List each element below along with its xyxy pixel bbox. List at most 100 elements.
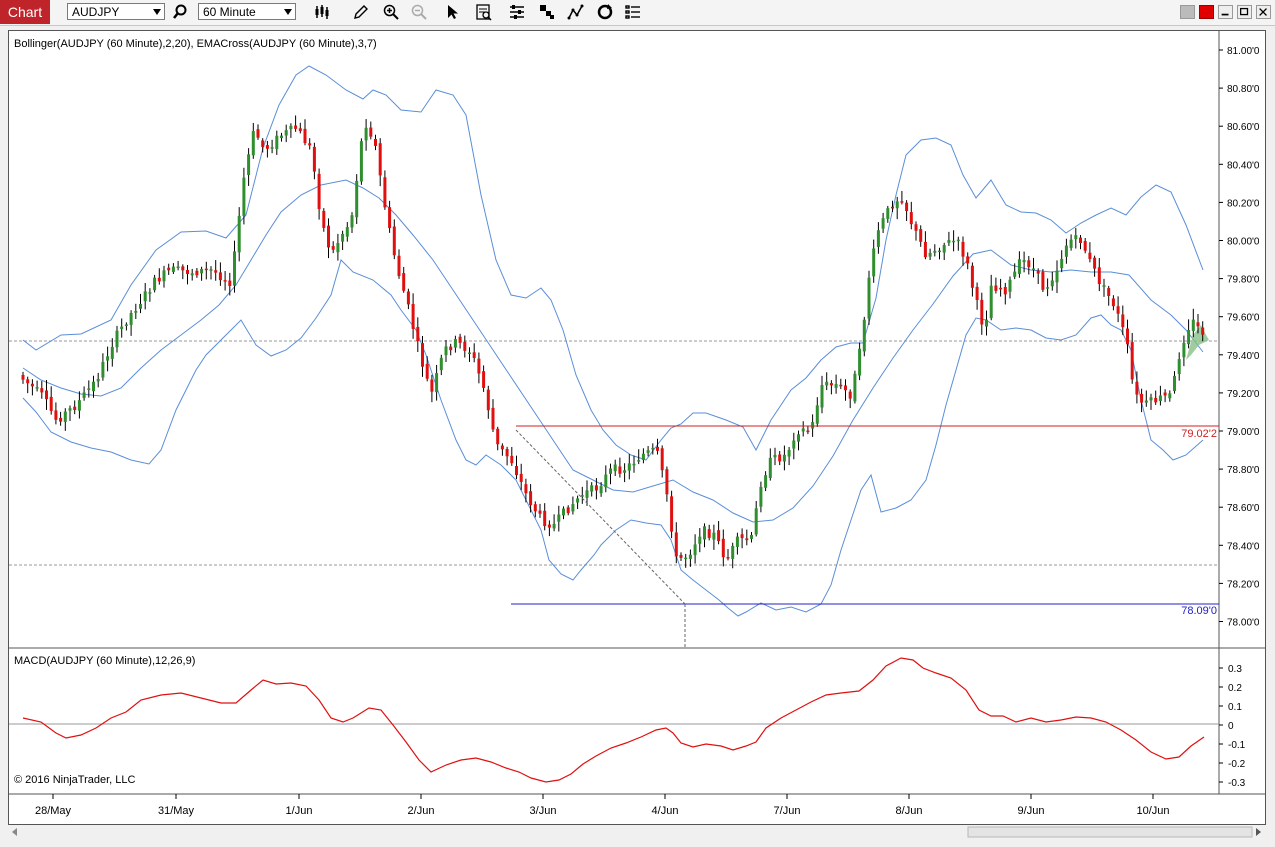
price-tick-label: 78.20'0 <box>1227 579 1260 590</box>
candle-down <box>721 538 725 558</box>
price-tick-label: 79.60'0 <box>1227 313 1260 324</box>
candle-down <box>919 229 923 242</box>
candle-down <box>980 299 984 325</box>
candle-up <box>750 535 753 539</box>
price-tick-label: 79.40'0 <box>1227 351 1260 362</box>
candle-down <box>265 145 269 149</box>
list-icon[interactable] <box>624 3 642 21</box>
candle-down <box>294 125 298 129</box>
price-tick-label: 79.00'0 <box>1227 427 1260 438</box>
properties-icon[interactable] <box>508 3 526 21</box>
price-tick-label: 78.80'0 <box>1227 465 1260 476</box>
candle-up <box>712 532 716 540</box>
indicators-icon[interactable] <box>567 3 585 21</box>
candle-down <box>975 286 979 300</box>
candle-down <box>388 207 392 229</box>
chart-label: Chart <box>0 0 50 24</box>
cursor-icon[interactable] <box>444 3 462 21</box>
horizontal-scrollbar[interactable] <box>8 825 1266 839</box>
macd-tick-label: -0.2 <box>1228 759 1246 770</box>
grid-layer <box>9 340 1219 725</box>
data-box-icon[interactable] <box>475 3 493 21</box>
candle-up <box>242 177 246 216</box>
bollinger-middle-band <box>22 179 1204 523</box>
candle-up <box>938 250 941 253</box>
reload-icon[interactable] <box>596 3 614 21</box>
candle-down <box>1107 288 1111 297</box>
chevron-down-icon <box>153 9 161 15</box>
chart-canvas[interactable]: 81.00'0 80.80'0 80.60'0 80.40'0 80.20'0 80.00… <box>9 31 1265 824</box>
candle-up <box>1032 268 1035 271</box>
zoom-out-icon[interactable] <box>410 3 428 21</box>
candle-down <box>312 146 316 172</box>
candle-up <box>792 440 796 449</box>
close-icon[interactable] <box>1256 5 1271 19</box>
candle-up <box>886 208 890 219</box>
candle-down <box>416 326 420 342</box>
candle-down <box>1201 327 1205 335</box>
candle-up <box>815 405 819 424</box>
candle-up <box>280 135 283 139</box>
macd-tick-label: 0 <box>1228 721 1234 732</box>
candle-down <box>59 417 63 422</box>
candle-down <box>660 448 664 471</box>
minimize-icon[interactable] <box>1218 5 1233 19</box>
scroll-right-icon[interactable] <box>1256 828 1261 836</box>
candle-down <box>1140 393 1144 403</box>
candle-down <box>261 140 265 147</box>
candle-down <box>674 532 678 557</box>
candle-up <box>1022 260 1026 263</box>
pencil-icon[interactable] <box>352 3 370 21</box>
candle-up <box>590 485 594 492</box>
candle-up <box>825 381 829 386</box>
bollinger-lower-band <box>22 259 1204 617</box>
candle-up <box>1017 259 1021 274</box>
candle-down <box>1116 306 1120 314</box>
candle-up <box>1013 271 1017 277</box>
chart-panel[interactable]: 81.00'0 80.80'0 80.60'0 80.40'0 80.20'0 80.00… <box>8 30 1266 825</box>
candle-up <box>1064 245 1068 257</box>
candle-up <box>63 411 67 422</box>
instrument-select[interactable]: AUDJPY <box>67 3 165 20</box>
candle-up <box>124 324 128 326</box>
candle-down <box>204 268 208 271</box>
candle-down <box>829 383 833 386</box>
scroll-left-icon[interactable] <box>12 828 17 836</box>
strategies-icon[interactable] <box>538 3 556 21</box>
chevron-down-icon <box>284 9 292 15</box>
macd-line <box>22 657 1205 783</box>
candle-up <box>350 215 354 228</box>
candle-down <box>670 496 674 532</box>
candle-down <box>665 469 669 495</box>
candle-up <box>115 330 119 348</box>
price-panel-title: Bollinger(AUDJPY (60 Minute),2,20), EMAC… <box>14 38 377 50</box>
scroll-thumb[interactable] <box>967 826 1253 838</box>
candle-down <box>923 241 927 258</box>
candles <box>21 115 1205 569</box>
candle-up <box>251 131 255 156</box>
red-square-icon[interactable] <box>1199 5 1214 19</box>
candle-up <box>129 313 133 325</box>
candle-down <box>519 473 523 482</box>
gray-square-icon[interactable] <box>1180 5 1195 19</box>
candle-down <box>1097 267 1101 285</box>
candle-up <box>623 470 627 473</box>
candle-down <box>430 379 434 392</box>
candle-down <box>449 346 453 351</box>
candle-down <box>214 270 218 273</box>
maximize-icon[interactable] <box>1237 5 1252 19</box>
candle-up <box>345 227 349 237</box>
candle-down <box>510 455 514 464</box>
candle-down <box>740 534 744 539</box>
candle-down <box>515 465 518 476</box>
zoom-in-icon[interactable] <box>382 3 400 21</box>
candle-up <box>956 239 960 242</box>
candle-up <box>637 460 641 462</box>
candle-up <box>632 463 636 466</box>
bar-type-icon[interactable] <box>313 3 331 21</box>
macd-line <box>22 657 1205 783</box>
search-icon[interactable] <box>171 3 189 21</box>
candle-down <box>477 358 481 374</box>
interval-select[interactable]: 60 Minute <box>198 3 296 20</box>
candle-down <box>322 210 326 228</box>
